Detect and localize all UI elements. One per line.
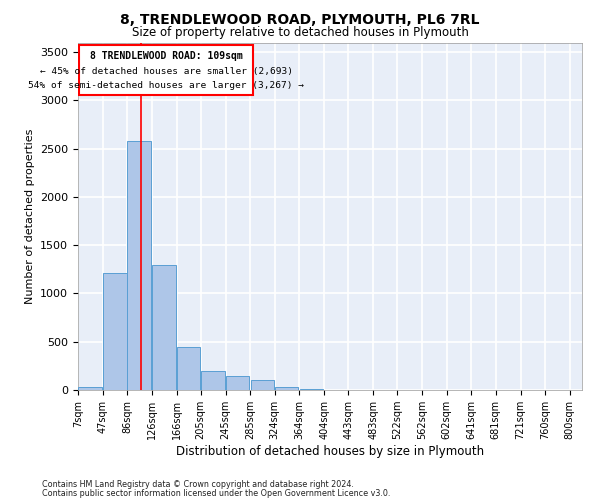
FancyBboxPatch shape [79, 46, 253, 94]
Bar [152, 264, 176, 390]
Text: 8, TRENDLEWOOD ROAD, PLYMOUTH, PL6 7RL: 8, TRENDLEWOOD ROAD, PLYMOUTH, PL6 7RL [120, 12, 480, 26]
Text: Contains HM Land Registry data © Crown copyright and database right 2024.: Contains HM Land Registry data © Crown c… [42, 480, 354, 489]
Bar [127, 141, 151, 390]
Bar [103, 273, 127, 390]
Bar [251, 380, 274, 390]
Bar [275, 387, 298, 390]
Bar [201, 370, 224, 390]
Y-axis label: Number of detached properties: Number of detached properties [25, 128, 35, 304]
Text: Contains public sector information licensed under the Open Government Licence v3: Contains public sector information licen… [42, 489, 391, 498]
Bar [177, 346, 200, 390]
Bar [299, 388, 323, 390]
X-axis label: Distribution of detached houses by size in Plymouth: Distribution of detached houses by size … [176, 445, 484, 458]
Bar [79, 387, 102, 390]
Text: ← 45% of detached houses are smaller (2,693): ← 45% of detached houses are smaller (2,… [40, 67, 293, 76]
Text: 8 TRENDLEWOOD ROAD: 109sqm: 8 TRENDLEWOOD ROAD: 109sqm [90, 51, 243, 61]
Text: 54% of semi-detached houses are larger (3,267) →: 54% of semi-detached houses are larger (… [28, 82, 304, 90]
Text: Size of property relative to detached houses in Plymouth: Size of property relative to detached ho… [131, 26, 469, 39]
Bar [226, 376, 250, 390]
